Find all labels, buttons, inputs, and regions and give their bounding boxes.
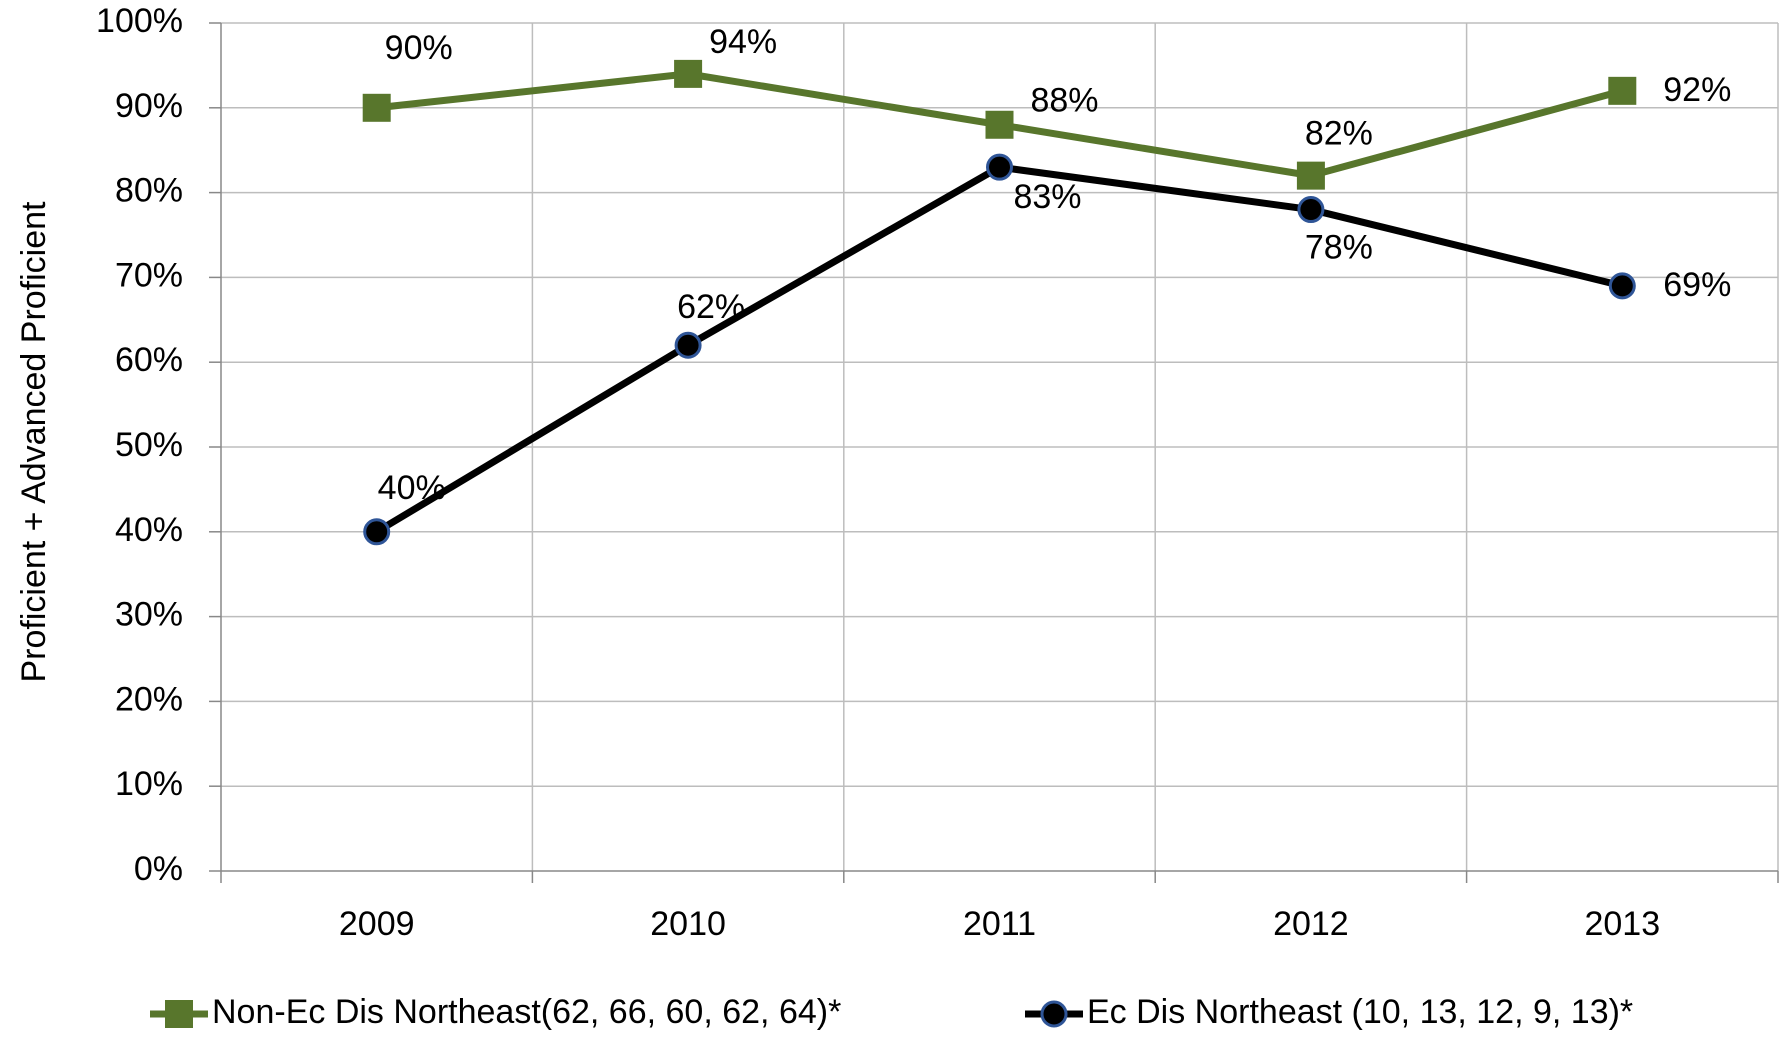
marker <box>1296 161 1325 190</box>
marker <box>362 93 391 122</box>
data-label: 62% <box>677 288 745 326</box>
y-axis-label: Proficient + Advanced Proficient <box>15 201 53 683</box>
data-label: 92% <box>1663 71 1731 109</box>
y-tick-label: 80% <box>115 172 183 210</box>
marker <box>1297 196 1325 224</box>
marker <box>986 153 1013 181</box>
y-tick-label: 50% <box>115 426 183 464</box>
data-label: 82% <box>1305 115 1373 153</box>
marker <box>674 59 703 88</box>
data-label: 83% <box>1013 178 1081 216</box>
x-tick-label: 2011 <box>963 905 1036 943</box>
marker <box>985 110 1014 139</box>
y-tick-label: 20% <box>115 680 183 718</box>
x-tick-label: 2012 <box>1273 905 1349 943</box>
data-label: 78% <box>1305 229 1373 267</box>
x-tick-label: 2013 <box>1584 905 1660 943</box>
data-label: 40% <box>378 469 446 507</box>
marker <box>674 331 702 359</box>
legend-marker <box>1040 1000 1068 1028</box>
y-tick-label: 40% <box>115 511 183 549</box>
marker <box>1608 272 1636 300</box>
y-tick-label: 30% <box>115 596 183 634</box>
x-tick-label: 2010 <box>650 905 726 943</box>
marker <box>363 518 391 546</box>
y-tick-label: 90% <box>115 87 183 125</box>
marker <box>1608 76 1637 105</box>
y-tick-label: 10% <box>115 765 183 803</box>
y-tick-label: 0% <box>134 850 183 888</box>
y-tick-label: 100% <box>96 2 183 40</box>
data-label: 90% <box>385 29 453 67</box>
data-label: 69% <box>1663 266 1731 304</box>
y-tick-label: 70% <box>115 256 183 294</box>
y-tick-label: 60% <box>115 341 183 379</box>
legend-marker <box>165 1000 193 1028</box>
series-line <box>374 163 1624 535</box>
legend-label: Ec Dis Northeast (10, 13, 12, 9, 13)* <box>1087 993 1633 1031</box>
data-label: 88% <box>1030 82 1098 120</box>
x-tick-label: 2009 <box>339 905 415 943</box>
legend-label: Non-Ec Dis Northeast(62, 66, 60, 62, 64)… <box>212 993 841 1031</box>
data-label: 94% <box>709 23 777 61</box>
